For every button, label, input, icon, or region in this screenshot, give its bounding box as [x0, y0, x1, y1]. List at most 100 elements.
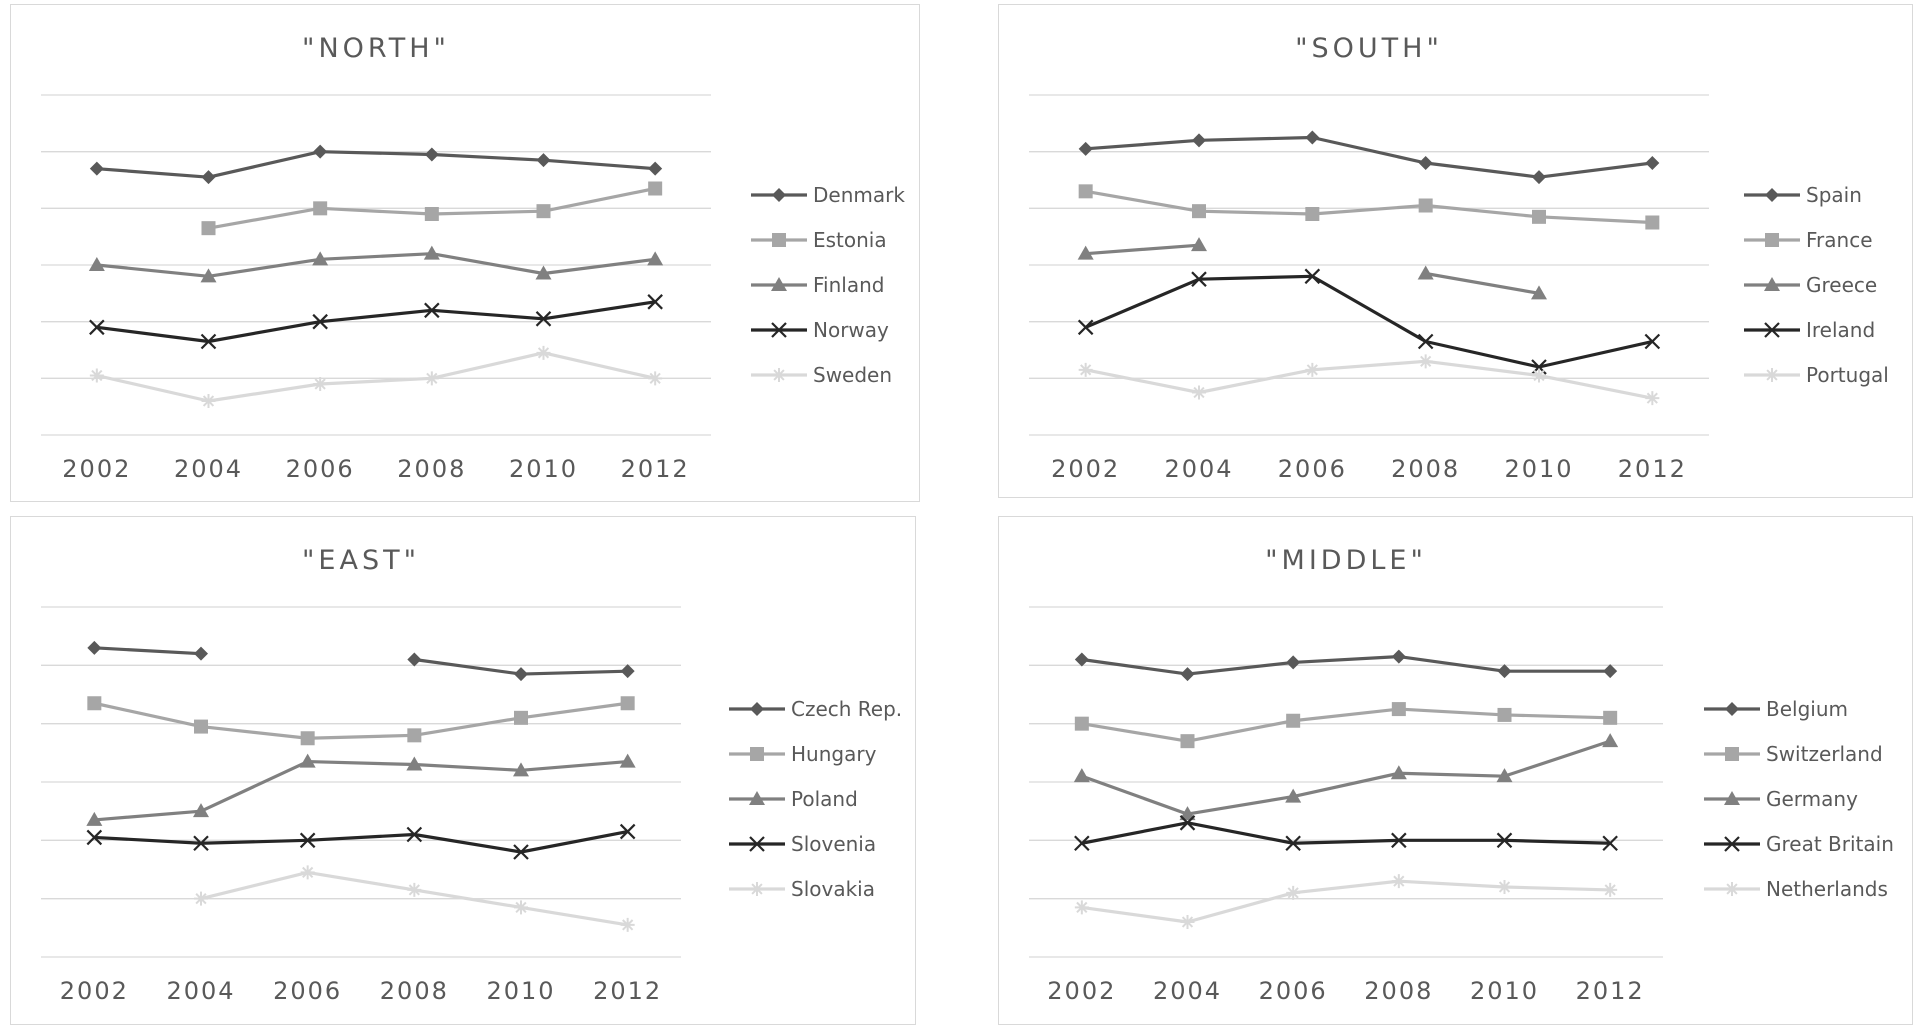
series-belgium — [1074, 649, 1618, 682]
data-point — [1391, 649, 1406, 664]
legend-marker — [1725, 702, 1739, 716]
series-line-segment — [1080, 657, 1190, 676]
legend-marker — [1764, 322, 1780, 338]
data-point — [1603, 882, 1618, 897]
legend-label: Denmark — [813, 183, 905, 207]
series-line-segment — [1084, 138, 1201, 151]
data-point — [1532, 170, 1546, 185]
data-point — [535, 265, 552, 280]
data-point — [87, 640, 102, 655]
legend-entry: Czech Rep. — [729, 697, 902, 721]
legend-marker — [750, 702, 764, 716]
series-czech-rep — [87, 640, 635, 682]
data-point — [514, 900, 528, 915]
legend-entry: Belgium — [1704, 697, 1848, 721]
chart-panel-north: "NORTH" 2002 2004 2006 2008 2010 2012 Denmark Es… — [10, 4, 920, 502]
series-line-segment — [430, 308, 546, 321]
series-line-segment — [1185, 794, 1295, 816]
data-point — [1074, 716, 1089, 731]
series-line-segment — [1537, 373, 1654, 400]
series-line-segment — [92, 646, 203, 656]
series-line-segment — [306, 870, 416, 892]
series-line-segment — [1397, 654, 1507, 673]
series-line-segment — [1397, 771, 1507, 778]
data-point — [536, 345, 551, 360]
data-point — [193, 835, 209, 852]
series-line-segment — [1502, 739, 1612, 778]
series-line-segment — [1537, 161, 1654, 179]
legend-entry: Great Britain — [1704, 832, 1894, 856]
data-point — [1644, 333, 1661, 350]
legend-label: Hungary — [791, 742, 877, 766]
series-line-segment — [412, 716, 523, 737]
data-point — [1191, 237, 1207, 252]
legend-marker — [1724, 836, 1740, 852]
legend-entry: France — [1744, 228, 1873, 252]
series-line-segment — [306, 759, 416, 767]
data-point — [89, 161, 104, 176]
data-point — [1532, 209, 1546, 224]
x-tick-label: 2006 — [1259, 977, 1328, 1005]
data-point — [1496, 832, 1513, 849]
legend-marker — [771, 322, 787, 338]
data-point — [619, 823, 636, 840]
series-line-segment — [95, 167, 211, 179]
series-line-segment — [92, 835, 203, 845]
series-line-segment — [1397, 707, 1507, 717]
series-line-segment — [199, 724, 310, 740]
data-point — [1073, 768, 1090, 783]
legend-marker — [749, 791, 765, 805]
legend-label: Switzerland — [1766, 742, 1883, 766]
series-line-segment — [1080, 905, 1190, 924]
data-point — [1602, 835, 1618, 852]
data-point — [535, 311, 552, 327]
series-line-segment — [206, 320, 322, 344]
x-tick-label: 2006 — [286, 455, 355, 483]
series-line-segment — [430, 252, 546, 276]
data-point — [300, 865, 315, 880]
legend-entry: Switzerland — [1704, 742, 1883, 766]
data-point — [1285, 788, 1302, 803]
series-line-segment — [318, 252, 434, 261]
series-line-segment — [318, 150, 434, 157]
data-point — [1074, 900, 1089, 915]
legend-marker — [1765, 368, 1779, 382]
series-line-segment — [318, 376, 434, 386]
series-line-segment — [1084, 277, 1201, 329]
legend-label: Slovakia — [791, 877, 875, 901]
data-point — [1531, 285, 1547, 300]
data-point — [1180, 915, 1195, 929]
series-slovakia — [194, 865, 635, 932]
series-greece — [1077, 237, 1547, 300]
series-line-segment — [1310, 359, 1428, 372]
legend-label: Ireland — [1806, 318, 1875, 342]
legend-marker — [1725, 747, 1739, 761]
chart-svg: "SOUTH" 2002 2004 2006 2008 2010 2012 Spain Fran… — [1029, 33, 1889, 483]
legend-label: Belgium — [1766, 697, 1848, 721]
data-point — [1078, 184, 1093, 199]
series-line-segment — [541, 257, 657, 276]
chart-svg: "EAST" 2002 2004 2006 2008 2010 2012 Czech Rep.… — [41, 545, 902, 1005]
legend-entry: Greece — [1744, 273, 1877, 297]
chart-title: "NORTH" — [302, 33, 450, 64]
legend-entry: Spain — [1744, 183, 1862, 207]
data-point — [200, 268, 217, 283]
legend-marker — [772, 233, 786, 247]
series-line-segment — [206, 382, 322, 403]
series-line-segment — [1310, 274, 1428, 344]
x-tick-label: 2002 — [62, 455, 131, 483]
data-point — [647, 294, 663, 310]
series-line-segment — [1424, 203, 1541, 219]
legend-entry: Poland — [729, 787, 858, 811]
legend-entry: Norway — [751, 318, 889, 342]
x-tick-label: 2010 — [1504, 455, 1573, 483]
legend-entry: Denmark — [751, 183, 905, 207]
data-point — [514, 667, 528, 682]
data-point — [194, 891, 208, 906]
data-point — [406, 756, 423, 771]
series-switzerland — [1074, 702, 1618, 749]
legend-label: Germany — [1766, 787, 1858, 811]
series-line-segment — [1310, 135, 1428, 165]
data-point — [1192, 204, 1206, 219]
series-line-segment — [1080, 722, 1190, 743]
